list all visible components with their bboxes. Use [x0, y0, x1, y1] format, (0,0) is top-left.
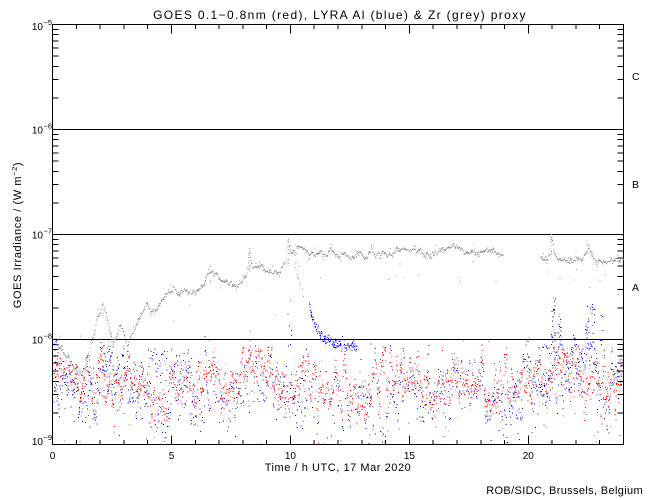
svg-text:−6: −6: [44, 122, 53, 131]
svg-text:10: 10: [32, 126, 44, 137]
svg-text:B: B: [632, 179, 639, 191]
svg-text:−8: −8: [44, 332, 53, 341]
svg-text:10: 10: [285, 451, 297, 462]
svg-text:C: C: [632, 71, 640, 83]
svg-text:10: 10: [32, 22, 44, 33]
svg-text:10: 10: [32, 231, 44, 242]
svg-text:5: 5: [169, 451, 175, 462]
svg-text:GOES Irradiance / (W m−2): GOES Irradiance / (W m−2): [10, 162, 24, 308]
svg-text:15: 15: [404, 451, 416, 462]
svg-text:−5: −5: [44, 18, 53, 27]
svg-text:−7: −7: [44, 227, 53, 236]
svg-text:ROB/SIDC, Brussels, Belgium: ROB/SIDC, Brussels, Belgium: [486, 485, 643, 497]
svg-text:−9: −9: [44, 433, 53, 442]
svg-text:10: 10: [32, 336, 44, 347]
svg-text:Time / h UTC, 17 Mar 2020: Time / h UTC, 17 Mar 2020: [265, 462, 412, 474]
svg-text:GOES 0.1−0.8nm (red), LYRA Al: GOES 0.1−0.8nm (red), LYRA Al (blue) & Z…: [153, 8, 527, 22]
svg-text:0: 0: [50, 451, 56, 462]
svg-text:10: 10: [32, 437, 44, 448]
svg-text:A: A: [632, 282, 639, 294]
svg-text:20: 20: [523, 451, 535, 462]
